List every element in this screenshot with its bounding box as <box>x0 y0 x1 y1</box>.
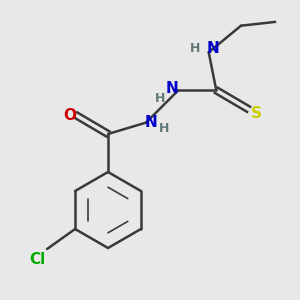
Text: H: H <box>190 42 200 55</box>
Text: H: H <box>159 122 169 135</box>
Text: H: H <box>155 92 166 105</box>
Text: Cl: Cl <box>29 251 45 266</box>
Text: N: N <box>166 81 179 96</box>
Text: S: S <box>251 106 262 121</box>
Text: N: N <box>145 115 158 130</box>
Text: O: O <box>63 107 76 122</box>
Text: N: N <box>206 41 219 56</box>
